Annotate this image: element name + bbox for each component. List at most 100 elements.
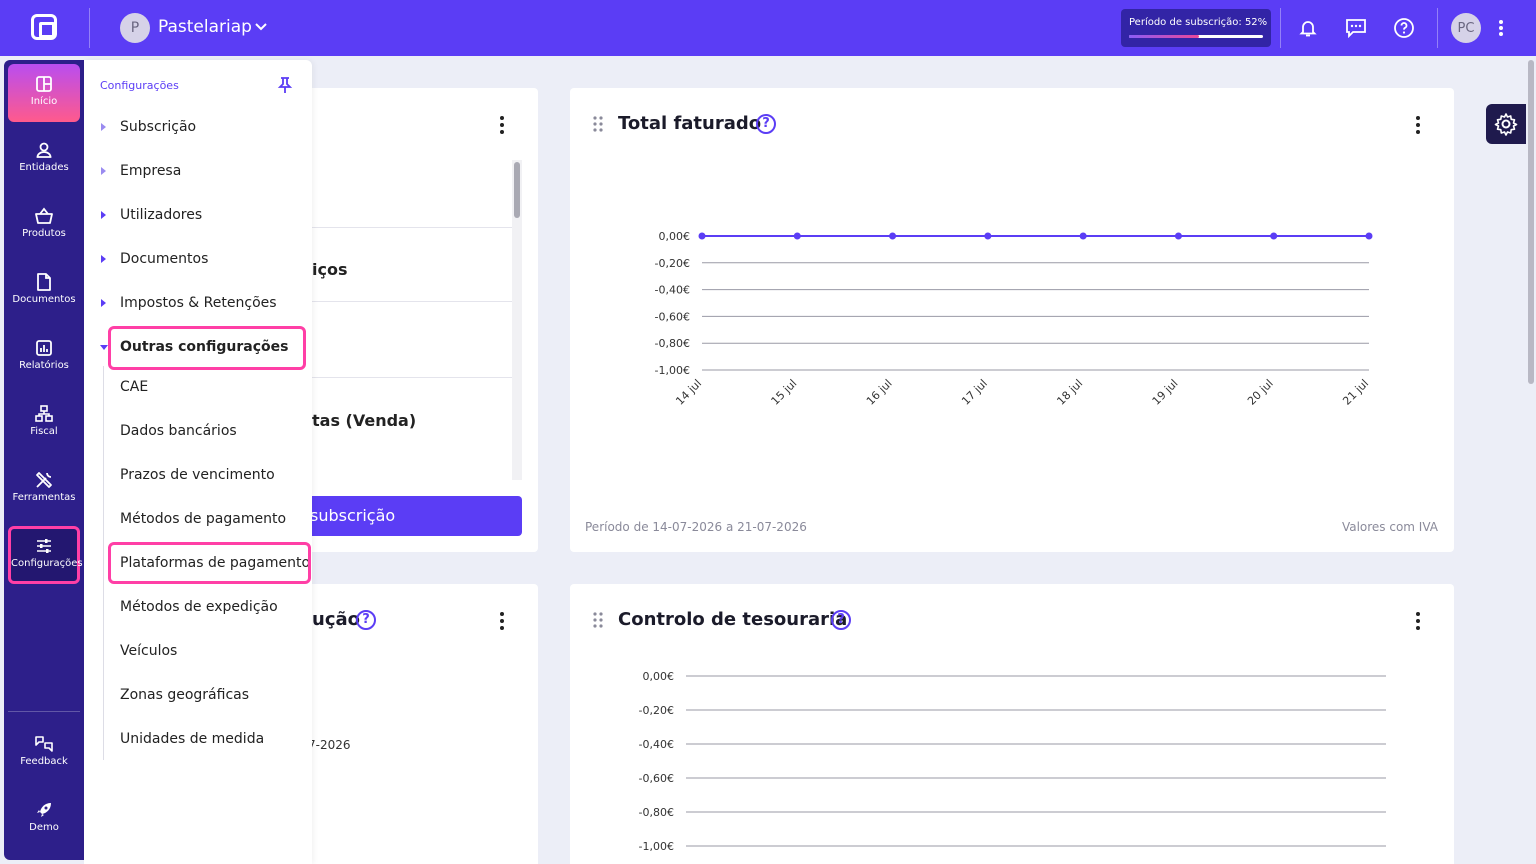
sidebar-item-label: Documentos [12,294,76,305]
x-tick-label: 16 jul [864,377,895,408]
card-title: Controlo de tesouraria [618,609,848,630]
app-logo-icon[interactable] [31,14,57,40]
y-tick-label: -0,80€ [639,806,674,819]
drag-handle-icon[interactable] [593,116,603,132]
more-options-icon[interactable] [500,116,504,134]
x-tick-label: 21 jul [1340,377,1371,408]
chevron-down-icon[interactable] [253,18,269,34]
menu-item-label: Documentos [120,251,209,267]
submenu-item-metodos-expedicao[interactable]: Métodos de expedição [110,588,310,628]
submenu-item-prazos-vencimento[interactable]: Prazos de vencimento [110,456,310,496]
gear-icon [1494,113,1518,136]
x-tick-label: 15 jul [769,377,800,408]
menu-item-impostos[interactable]: Impostos & Retenções [84,284,312,324]
highlight-outline [108,326,306,370]
settings-menu-title: Configurações [100,79,179,92]
subscription-progress-fill [1129,35,1199,38]
sidebar-item-configuracoes[interactable]: Configurações [8,526,83,584]
submenu-item-label: Métodos de expedição [120,599,278,615]
y-tick-label: -0,60€ [639,772,674,785]
x-tick-label: 14 jul [673,377,704,408]
caret-down-icon [100,345,108,350]
x-tick-label: 18 jul [1054,377,1085,408]
menu-item-utilizadores[interactable]: Utilizadores [84,196,312,236]
menu-item-empresa[interactable]: Empresa [84,152,312,192]
submenu-item-zonas-geograficas[interactable]: Zonas geográficas [110,676,310,716]
caret-right-icon [101,255,106,263]
sidebar-item-entidades[interactable]: Entidades [8,130,80,188]
settings-menu-panel: Configurações Subscrição Empresa Utiliza… [84,60,312,864]
submenu-item-unidades-medida[interactable]: Unidades de medida [110,720,310,760]
company-avatar[interactable]: P [120,13,150,43]
menu-item-documentos[interactable]: Documentos [84,240,312,280]
sidebar-item-label: Produtos [22,228,66,239]
data-point [984,232,992,240]
more-options-icon[interactable] [1416,612,1420,630]
rocket-icon [37,803,51,817]
question-icon[interactable]: ? [756,114,776,134]
more-vertical-icon[interactable] [1488,15,1514,41]
submenu-item-dados-bancarios[interactable]: Dados bancários [110,412,310,452]
sidebar-item-ferramentas[interactable]: Ferramentas [8,460,80,518]
subscription-button[interactable]: subscrição [296,496,522,536]
period-text: Período de 14-07-2026 a 21-07-2026 [585,520,807,534]
drag-handle-icon[interactable] [593,612,603,628]
submenu-item-label: Dados bancários [120,423,237,439]
divider [1280,8,1281,48]
vat-note: Valores com IVA [1341,520,1438,534]
submenu-item-label: Zonas geográficas [120,687,250,703]
sidebar-item-documentos[interactable]: Documentos [8,262,80,320]
menu-item-label: Outras configurações [120,339,289,355]
data-point [889,232,897,240]
sidebar-item-demo[interactable]: Demo [8,790,80,848]
more-options-icon[interactable] [500,612,504,630]
sidebar-item-feedback[interactable]: Feedback [8,724,80,782]
pin-icon[interactable] [277,76,293,94]
settings-gear-button[interactable] [1486,104,1526,144]
caret-right-icon [101,299,106,307]
fiscal-icon [35,405,53,422]
company-name[interactable]: Pastelariap [158,17,252,37]
y-tick-label: -1,00€ [655,364,690,377]
sidebar-item-inicio[interactable]: Início [8,64,80,122]
chart-icon [36,340,52,356]
subscription-button-label: subscrição [310,506,396,525]
more-options-icon[interactable] [1416,116,1420,134]
subscription-progress-bar [1129,35,1263,38]
sidebar-item-fiscal[interactable]: Fiscal [8,394,80,452]
card-title: ução [312,609,360,630]
submenu-item-veiculos[interactable]: Veículos [110,632,310,672]
submenu-item-metodos-pagamento[interactable]: Métodos de pagamento [110,500,310,540]
list-row-title: tas (Venda) [312,411,417,430]
user-avatar[interactable]: PC [1451,13,1481,43]
x-tick-label: 20 jul [1245,377,1276,408]
tesouraria-card: Controlo de tesouraria ? 0,00€ -0,20€ -0,4… [570,584,1454,864]
subscription-period[interactable]: Período de subscrição: 52% [1121,9,1271,47]
sidebar-item-produtos[interactable]: Produtos [8,196,80,254]
menu-item-label: Empresa [120,163,182,179]
y-tick-label: -0,60€ [655,310,690,323]
submenu-item-plataformas-pagamento[interactable]: Plataformas de pagamento [110,544,310,584]
y-tick-label: -0,20€ [655,257,690,270]
sidebar-item-label: Relatórios [19,360,69,371]
sidebar-item-label: Início [30,96,58,107]
submenu-item-label: Unidades de medida [120,731,265,747]
question-icon[interactable]: ? [831,610,851,630]
question-icon[interactable]: ? [356,610,376,630]
list-row [308,160,512,228]
menu-item-label: Impostos & Retenções [120,295,277,311]
menu-item-outras-configuracoes[interactable]: Outras configurações [84,328,312,368]
caret-right-icon [101,123,106,131]
card-scrollbar[interactable] [512,160,522,480]
y-tick-label: -0,40€ [639,738,674,751]
bell-icon[interactable] [1295,15,1321,41]
scrollbar-thumb[interactable] [514,162,520,218]
card-title: Total faturado [618,113,762,134]
chat-icon[interactable] [1343,15,1369,41]
divider [89,8,90,48]
submenu-item-cae[interactable]: CAE [110,368,310,408]
page-scrollbar[interactable] [1528,60,1534,384]
sidebar-item-relatorios[interactable]: Relatórios [8,328,80,386]
help-icon[interactable] [1391,15,1417,41]
menu-item-subscricao[interactable]: Subscrição [84,108,312,148]
